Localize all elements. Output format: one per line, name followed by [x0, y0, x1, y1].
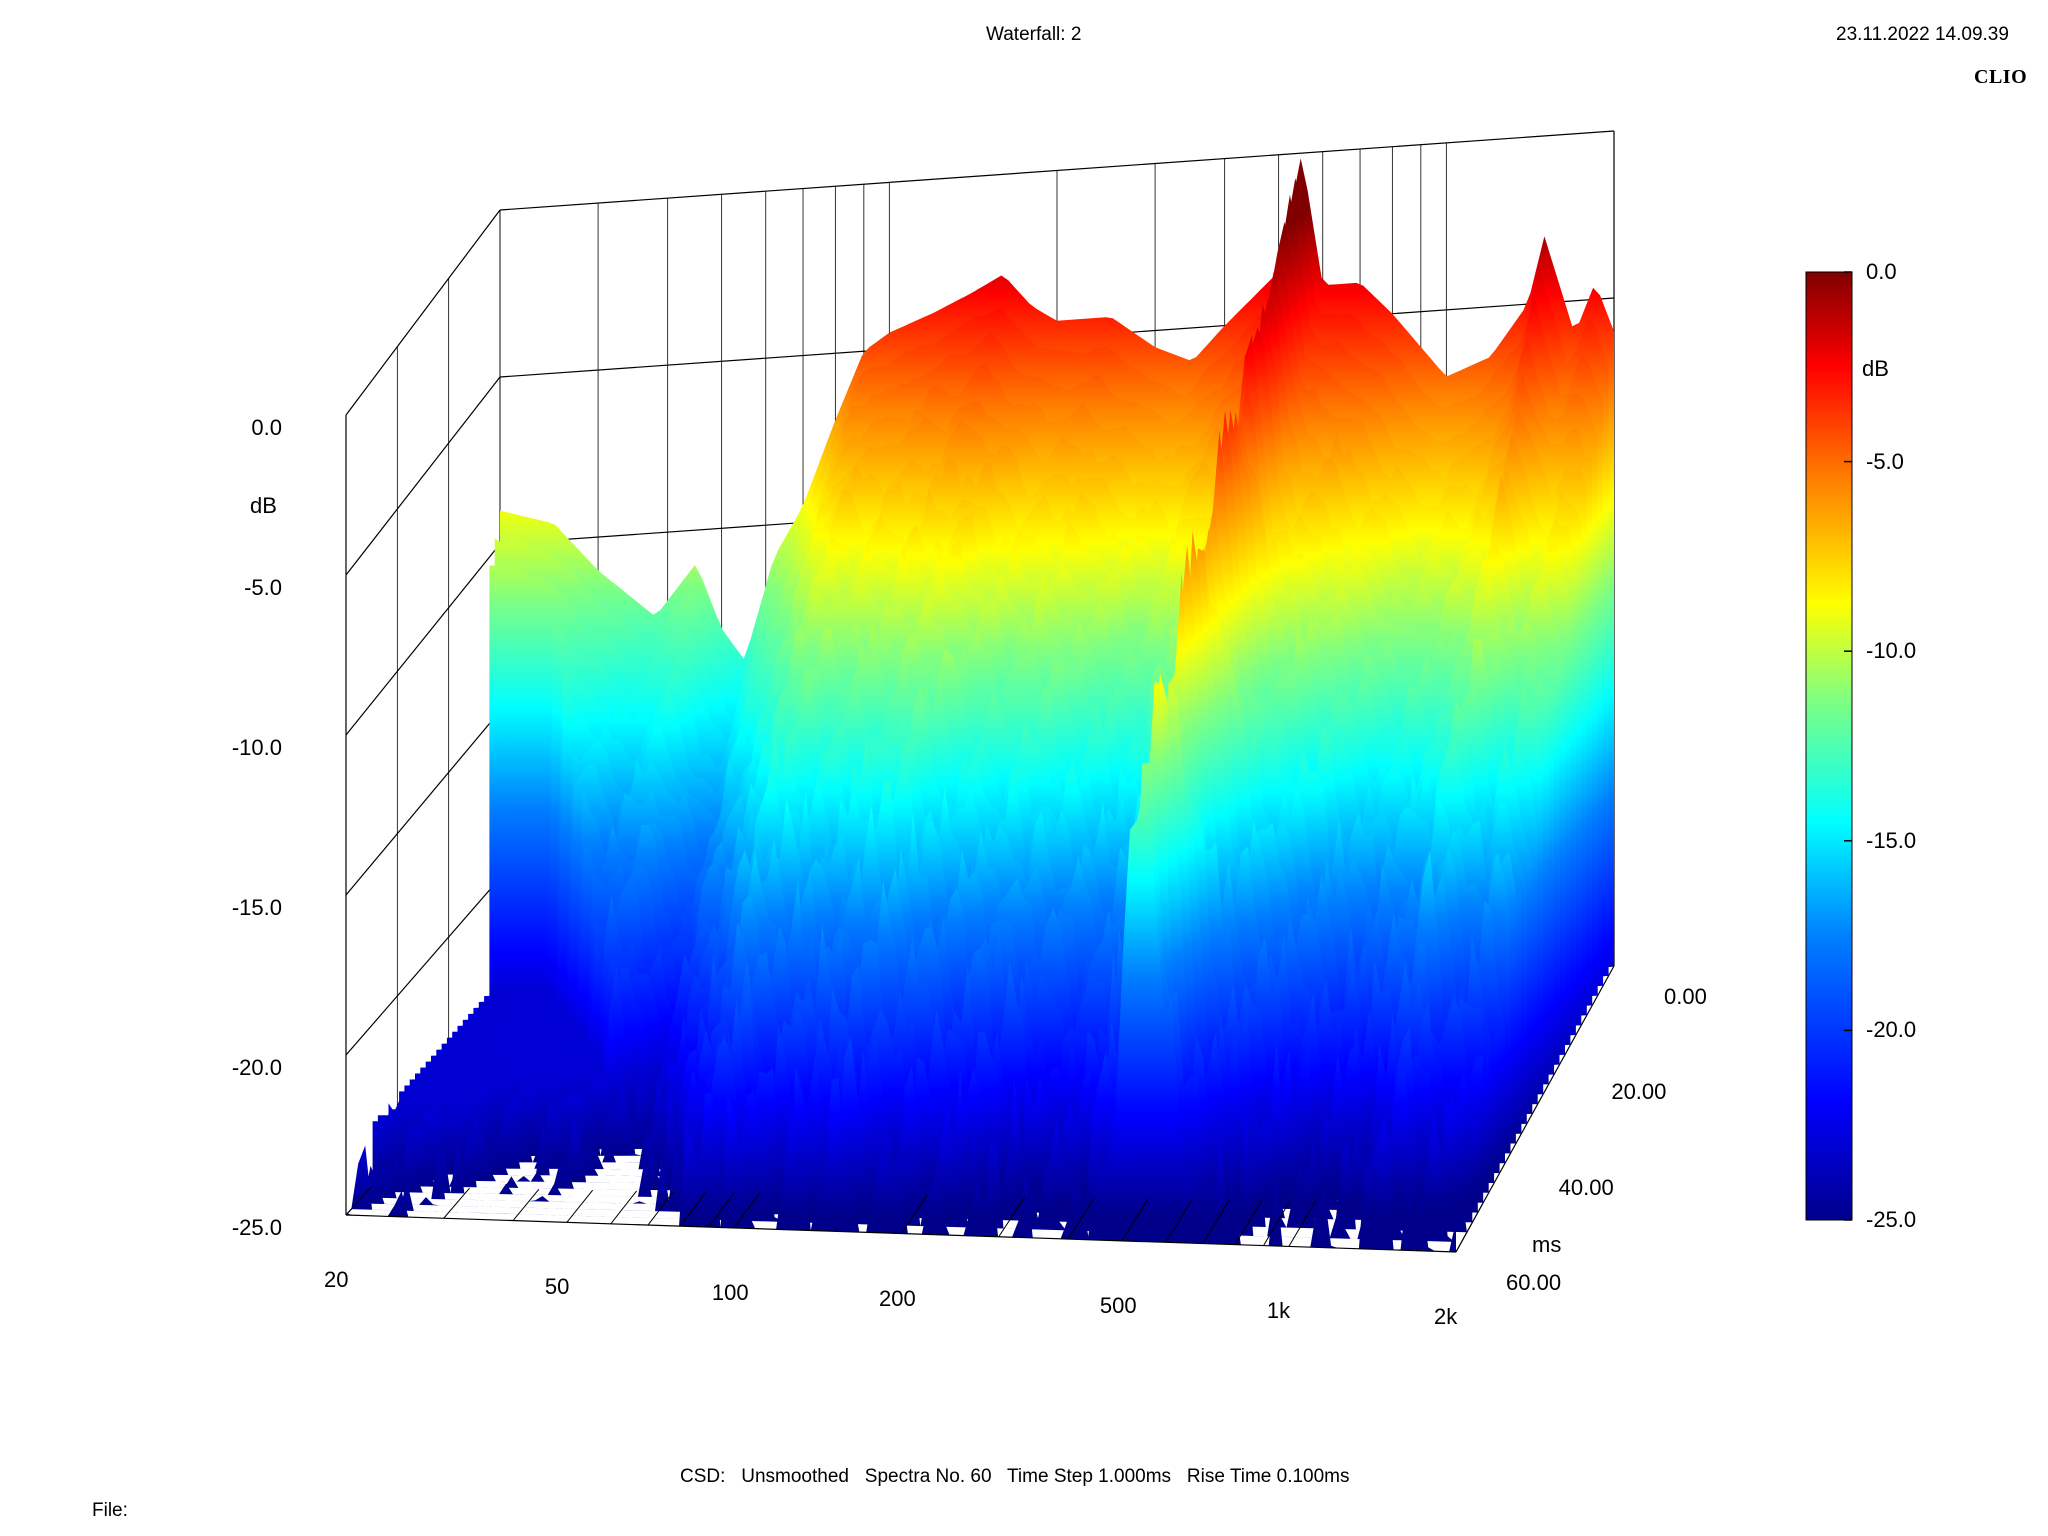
spectrum-slice [372, 685, 1484, 1203]
left-wall-gridline [345, 877, 501, 1056]
x-floor-tick [443, 1187, 470, 1219]
colorbar-tick-label: 0.0 [1866, 259, 1897, 284]
x-tick-label: 500 [1099, 1292, 1137, 1318]
z-tick-label: 60.00 [1506, 1270, 1562, 1295]
left-wall-gridline [345, 209, 501, 416]
z-tick-label: 40.00 [1558, 1174, 1614, 1200]
colorbar-tick-label: -20.0 [1866, 1017, 1917, 1043]
y-tick-label: -10.0 [231, 735, 282, 760]
x-floor-tick [1288, 1201, 1316, 1247]
waterfall-surface [346, 158, 1614, 1252]
csd-info: CSD: Unsmoothed Spectra No. 60 Time Step… [680, 1466, 1350, 1487]
y-tick-label: -20.0 [231, 1055, 282, 1080]
y-tick-label: -15.0 [231, 895, 282, 920]
colorbar [1805, 271, 1853, 1221]
x-floor-tick [1263, 1201, 1291, 1246]
chart-title: Waterfall: 2 [986, 24, 1082, 45]
x-floor-tick [998, 1196, 1026, 1238]
x-floor-tick [1067, 1197, 1095, 1240]
x-floor-tick [1455, 1204, 1483, 1253]
colorbar-tick-label: -5.0 [1866, 448, 1904, 474]
plot-box-front [345, 965, 1615, 1253]
x-floor-tick [512, 1189, 540, 1221]
x-floor-tick [733, 1192, 761, 1229]
x-floor-tick [1234, 1200, 1262, 1245]
y-tick-label: -25.0 [231, 1215, 282, 1240]
brand-logo: CLIO [1974, 66, 2028, 88]
z-tick-label: 20.00 [1611, 1079, 1667, 1105]
x-floor-tick [345, 1186, 373, 1216]
z-tick-label: 0.00 [1664, 984, 1707, 1009]
x-tick-label: 1k [1266, 1298, 1291, 1324]
y-tick-label: -5.0 [244, 575, 282, 600]
left-wall-gridline [345, 543, 501, 736]
x-tick-label: 2k [1434, 1304, 1458, 1329]
x-floor-tick [708, 1192, 735, 1228]
spectrum-slice [351, 762, 1462, 1243]
colorbar-tick-label: -15.0 [1866, 827, 1917, 853]
x-floor-tick [1165, 1199, 1193, 1243]
spectrum-slice [346, 789, 1456, 1252]
x-tick-label: 20 [324, 1267, 349, 1292]
x-floor-tick [566, 1189, 594, 1223]
x-tick-label: 50 [544, 1274, 570, 1300]
y-tick-label: 0.0 [251, 415, 282, 440]
left-wall-gridline [345, 376, 501, 576]
file-label: File: [92, 1500, 128, 1521]
spectrum-slice [356, 681, 1467, 1233]
x-tick-label: 200 [879, 1285, 916, 1311]
left-wall-gridline [345, 710, 501, 896]
colorbar-tick-label: -10.0 [1866, 638, 1917, 664]
colorbar-unit-label: dB [1862, 356, 1889, 381]
y-axis-label: dB [250, 493, 277, 518]
colorbar-tick-label: -25.0 [1866, 1207, 1917, 1232]
x-floor-tick [610, 1190, 638, 1225]
x-floor-tick [679, 1191, 707, 1227]
x-floor-tick [900, 1195, 928, 1234]
z-axis-label: ms [1532, 1232, 1562, 1257]
x-floor-tick [1202, 1200, 1230, 1244]
x-tick-label: 100 [711, 1279, 749, 1305]
x-floor-tick [1121, 1198, 1149, 1242]
x-floor-tick [647, 1191, 675, 1226]
timestamp: 23.11.2022 14.09.39 [1836, 24, 2009, 45]
colorbar-ticks [1844, 271, 1852, 1221]
